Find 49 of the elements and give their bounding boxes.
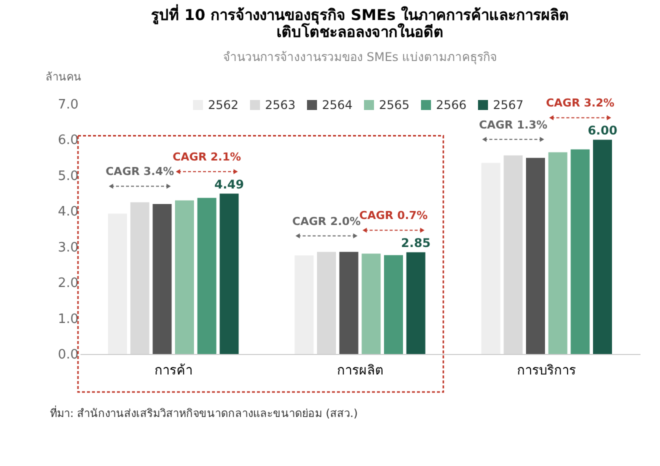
annotation: CAGR 0.7% bbox=[359, 209, 428, 222]
bar bbox=[548, 152, 568, 354]
y-axis-title: ล้านคน bbox=[46, 70, 82, 84]
bar bbox=[526, 158, 545, 354]
legend-label: 2567 bbox=[493, 98, 524, 112]
bar bbox=[175, 200, 194, 354]
annotation: CAGR 2.0% bbox=[292, 214, 361, 228]
y-tick-label: 7.0 bbox=[58, 98, 78, 112]
y-tick-label: 1.0 bbox=[58, 312, 78, 327]
annotation: CAGR 1.3% bbox=[478, 118, 548, 132]
annotation: CAGR 3.4% bbox=[106, 165, 174, 178]
bar bbox=[406, 252, 426, 354]
legend-label: 2564 bbox=[322, 98, 353, 112]
y-tick-label: 6.0 bbox=[58, 133, 78, 148]
bar bbox=[504, 155, 523, 354]
annotation: CAGR 2.1% bbox=[172, 150, 242, 164]
text: ที่มา: สำนักงานส่งเสริมวิสาหกิจขนาดกลางและขนาดย่อม (สสว.) bbox=[50, 405, 358, 420]
bar bbox=[317, 252, 336, 354]
x-tick-label: การผลิต bbox=[337, 364, 383, 378]
y-tick-label: 5.0 bbox=[58, 168, 78, 184]
text: เติบโตชะลอลงจากในอดีต bbox=[276, 23, 444, 41]
y-tick-label: 4.0 bbox=[58, 204, 78, 220]
text: รูปที่ 10 การจ้างงานของธุรกิจ SMEs ในภาคการค้าและการผลิต bbox=[151, 6, 569, 24]
legend-label: 2565 bbox=[379, 98, 410, 112]
bar bbox=[294, 255, 314, 354]
x-tick-label: การค้า bbox=[154, 364, 192, 378]
data-label: 4.49 bbox=[214, 178, 244, 192]
bar bbox=[481, 162, 500, 354]
bar bbox=[570, 149, 590, 354]
y-tick-label: 0.0 bbox=[58, 348, 78, 362]
bar bbox=[152, 204, 172, 354]
x-tick-label: การบริการ bbox=[517, 364, 576, 378]
bar bbox=[362, 254, 381, 354]
y-tick-label: 3.0 bbox=[58, 240, 78, 256]
bar bbox=[108, 214, 127, 354]
bar bbox=[220, 194, 239, 354]
y-tick-label: 2.0 bbox=[58, 276, 78, 292]
legend-label: 2562 bbox=[208, 98, 239, 112]
bar bbox=[593, 140, 612, 354]
legend-label: 2563 bbox=[265, 98, 296, 112]
bar bbox=[197, 198, 216, 354]
bar bbox=[339, 252, 358, 354]
data-label: 2.85 bbox=[401, 236, 431, 250]
bar bbox=[384, 255, 403, 354]
bar bbox=[130, 202, 150, 354]
data-label: 6.00 bbox=[588, 124, 618, 138]
chart-subtitle: จำนวนการจ้างงานรวมของ SMEs แบ่งตามภาคธุรกิจ bbox=[222, 50, 498, 65]
annotation: CAGR 3.2% bbox=[546, 96, 614, 110]
legend-label: 2566 bbox=[436, 98, 467, 112]
